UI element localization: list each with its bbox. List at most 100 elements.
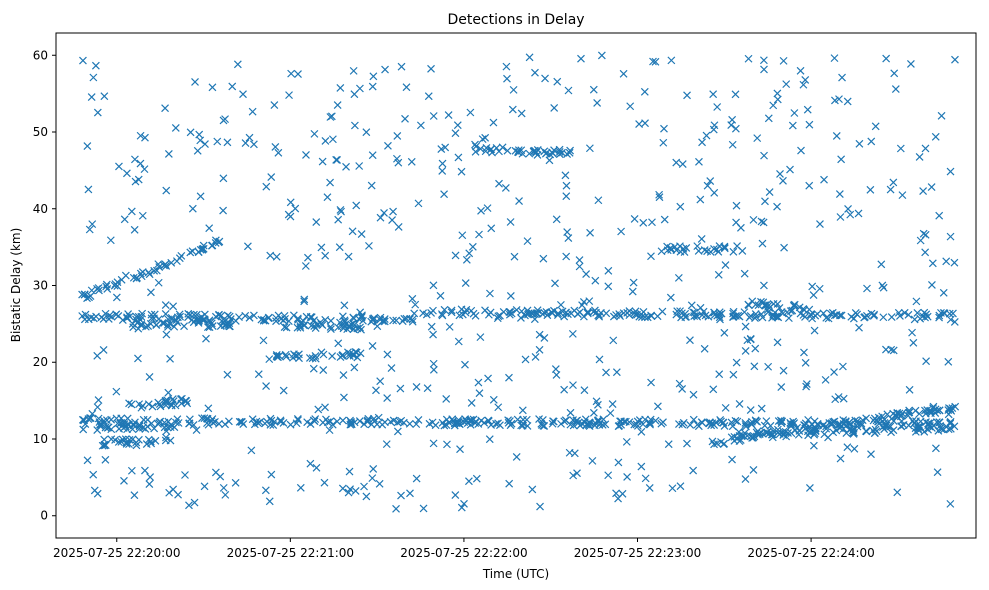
data-point	[166, 354, 174, 363]
data-point	[569, 381, 577, 390]
data-point	[721, 403, 730, 412]
data-point	[615, 310, 624, 318]
data-point	[166, 436, 175, 445]
data-point	[346, 349, 354, 358]
data-point	[588, 456, 597, 465]
data-point	[575, 308, 584, 317]
data-point	[851, 416, 860, 425]
data-point	[429, 112, 438, 120]
data-point	[293, 323, 302, 332]
data-point	[262, 382, 270, 390]
data-point	[440, 421, 449, 430]
data-point	[220, 321, 229, 330]
data-point	[241, 311, 250, 320]
data-point	[309, 364, 318, 373]
data-point	[338, 312, 347, 321]
data-point	[152, 266, 161, 275]
data-point	[444, 111, 453, 120]
data-point	[897, 422, 906, 431]
data-point	[506, 292, 515, 300]
data-point	[733, 242, 742, 250]
data-point	[678, 420, 687, 429]
data-point	[140, 466, 149, 475]
data-point	[325, 426, 334, 435]
data-point	[933, 468, 942, 477]
data-point	[797, 146, 805, 155]
data-point	[462, 255, 471, 264]
data-point	[380, 317, 389, 326]
data-point	[887, 313, 896, 322]
data-point	[442, 415, 451, 424]
data-point	[764, 114, 773, 123]
data-point	[85, 225, 94, 234]
data-point	[100, 440, 109, 449]
data-point	[440, 190, 449, 199]
data-point	[458, 231, 467, 240]
data-point	[908, 328, 916, 337]
data-point	[710, 188, 719, 197]
data-point	[238, 418, 246, 426]
data-point	[774, 313, 783, 322]
data-point	[539, 254, 548, 263]
data-point	[164, 150, 173, 158]
data-point	[136, 159, 145, 168]
data-point	[683, 91, 691, 100]
data-point	[307, 313, 316, 322]
data-point	[466, 415, 475, 424]
data-point	[705, 419, 713, 428]
data-point	[639, 420, 647, 429]
data-point	[293, 314, 302, 323]
data-point	[915, 152, 924, 161]
data-point	[560, 312, 569, 321]
data-point	[368, 316, 377, 325]
data-point	[248, 107, 257, 116]
data-point	[301, 262, 310, 270]
data-point	[591, 276, 600, 285]
data-point	[633, 417, 642, 426]
data-point	[704, 312, 713, 321]
data-point	[676, 482, 685, 491]
data-point	[364, 414, 373, 423]
data-point	[741, 347, 750, 355]
data-point	[456, 445, 464, 454]
data-point	[392, 316, 401, 325]
data-point	[193, 146, 202, 155]
data-point	[95, 286, 103, 295]
data-point	[562, 181, 571, 190]
data-point	[771, 312, 780, 321]
data-point	[586, 228, 595, 237]
data-point	[181, 471, 189, 479]
data-point	[749, 465, 758, 474]
data-point	[311, 351, 320, 360]
data-point	[517, 421, 526, 430]
data-point	[905, 408, 914, 417]
data-point	[912, 297, 921, 306]
data-point	[368, 474, 377, 483]
data-point	[925, 407, 934, 415]
data-point	[302, 151, 310, 159]
data-point	[349, 314, 358, 323]
data-point	[326, 417, 335, 426]
data-point	[438, 167, 447, 175]
data-point	[525, 53, 534, 62]
data-point	[777, 417, 786, 426]
data-point	[853, 310, 862, 319]
data-point	[511, 146, 520, 155]
data-point	[832, 426, 841, 435]
data-point	[320, 478, 329, 487]
data-point	[843, 97, 852, 106]
data-point	[481, 147, 490, 156]
data-point	[398, 317, 407, 326]
data-point	[261, 486, 270, 495]
data-point	[727, 121, 736, 130]
data-point	[533, 306, 542, 315]
data-point	[99, 346, 108, 354]
data-point	[765, 188, 774, 196]
data-point	[223, 138, 232, 147]
data-point	[441, 143, 450, 152]
data-point	[556, 300, 565, 309]
data-point	[935, 313, 944, 322]
data-point	[540, 308, 549, 317]
data-point	[565, 448, 574, 457]
data-point	[689, 466, 698, 475]
